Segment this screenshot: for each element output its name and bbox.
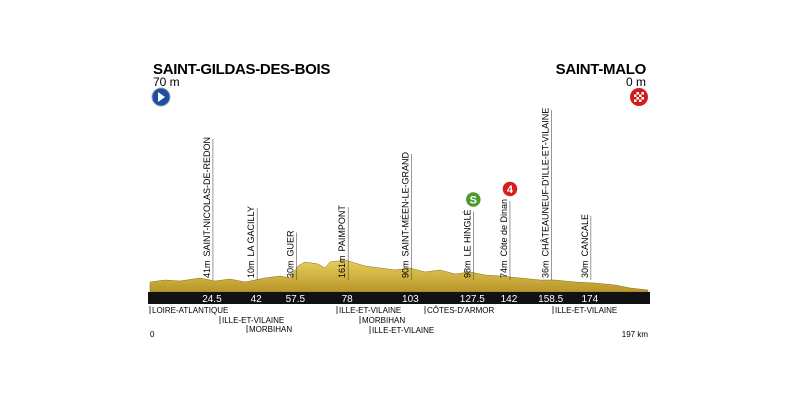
waypoint-altitude: 74m [499,260,509,278]
km-label: 103 [402,294,419,305]
km-label: 158.5 [538,294,563,305]
waypoint-altitude: 10m [246,260,256,278]
waypoint-label: 30m CANCALE [580,214,590,278]
region-label: ILLE-ET-VILAINE [372,326,434,335]
km-label: 127.5 [460,294,485,305]
waypoint-label: 41m SAINT-NICOLAS-DE-REDON [202,137,212,278]
waypoint-name: LE HINGLÉ [462,209,472,256]
km-label: 78 [342,294,354,305]
start-icon [151,87,171,107]
waypoint-name: CANCALE [580,214,590,257]
waypoint-label: 30m GUER [285,230,295,278]
start-altitude: 70 m [153,75,180,89]
region-label: ILLE-ET-VILAINE [339,306,401,315]
waypoint-name: SAINT-NICOLAS-DE-REDON [202,137,212,257]
km-label: 57.5 [286,294,306,305]
start-km: 0 [150,330,155,339]
km-label: 174 [582,294,599,305]
start-name: SAINT-GILDAS-DES-BOIS [153,61,330,78]
waypoint-label: 74m Côte de Dinan [499,199,509,278]
waypoint-label: 10m LA GACILLY [246,206,256,278]
km-label: 42 [251,294,263,305]
waypoint-icon-label: 4 [507,184,514,196]
region-label: MORBIHAN [362,316,405,325]
waypoint-name: LA GACILLY [246,206,256,256]
region-label: CÔTES-D'ARMOR [427,306,495,315]
region-label: ILLE-ET-VILAINE [222,316,284,325]
finish-name: SAINT-MALO [556,61,647,78]
waypoint-name: SAINT-MÉEN-LE-GRAND [400,151,410,256]
finish-altitude: 0 m [626,75,646,89]
waypoint-icon-label: S [470,194,477,206]
km-label: 24.5 [202,294,222,305]
waypoint-label: 90m SAINT-MÉEN-LE-GRAND [400,151,410,278]
waypoint-icon [464,190,483,209]
waypoint-name: GUER [285,230,295,257]
profile [149,259,649,293]
waypoint-name: PAIMPONT [337,205,347,252]
total-distance: 197 km [622,330,649,339]
waypoint-altitude: 30m [580,260,590,278]
waypoint-label: 161m PAIMPONT [337,205,347,278]
waypoint-altitude: 161m [337,255,347,278]
finish-icon [630,88,648,106]
waypoint-label: 98m LE HINGLÉ [462,209,472,278]
region-label: MORBIHAN [249,325,292,334]
waypoint-altitude: 36m [541,260,551,278]
waypoint-label: 36m CHÂTEAUNEUF-D'ILLE-ET-VILAINE [541,108,551,278]
region-label: ILLE-ET-VILAINE [555,306,617,315]
waypoint-altitude: 90m [400,260,410,278]
km-label: 142 [501,294,518,305]
waypoint-altitude: 98m [462,260,472,278]
waypoint-icon [501,180,519,198]
waypoint-name: Côte de Dinan [499,199,509,257]
waypoint-name: CHÂTEAUNEUF-D'ILLE-ET-VILAINE [541,108,551,257]
waypoint-altitude: 30m [285,260,295,278]
distance-bar [148,292,650,304]
region-label: LOIRE-ATLANTIQUE [152,306,228,315]
waypoint-altitude: 41m [202,260,212,278]
